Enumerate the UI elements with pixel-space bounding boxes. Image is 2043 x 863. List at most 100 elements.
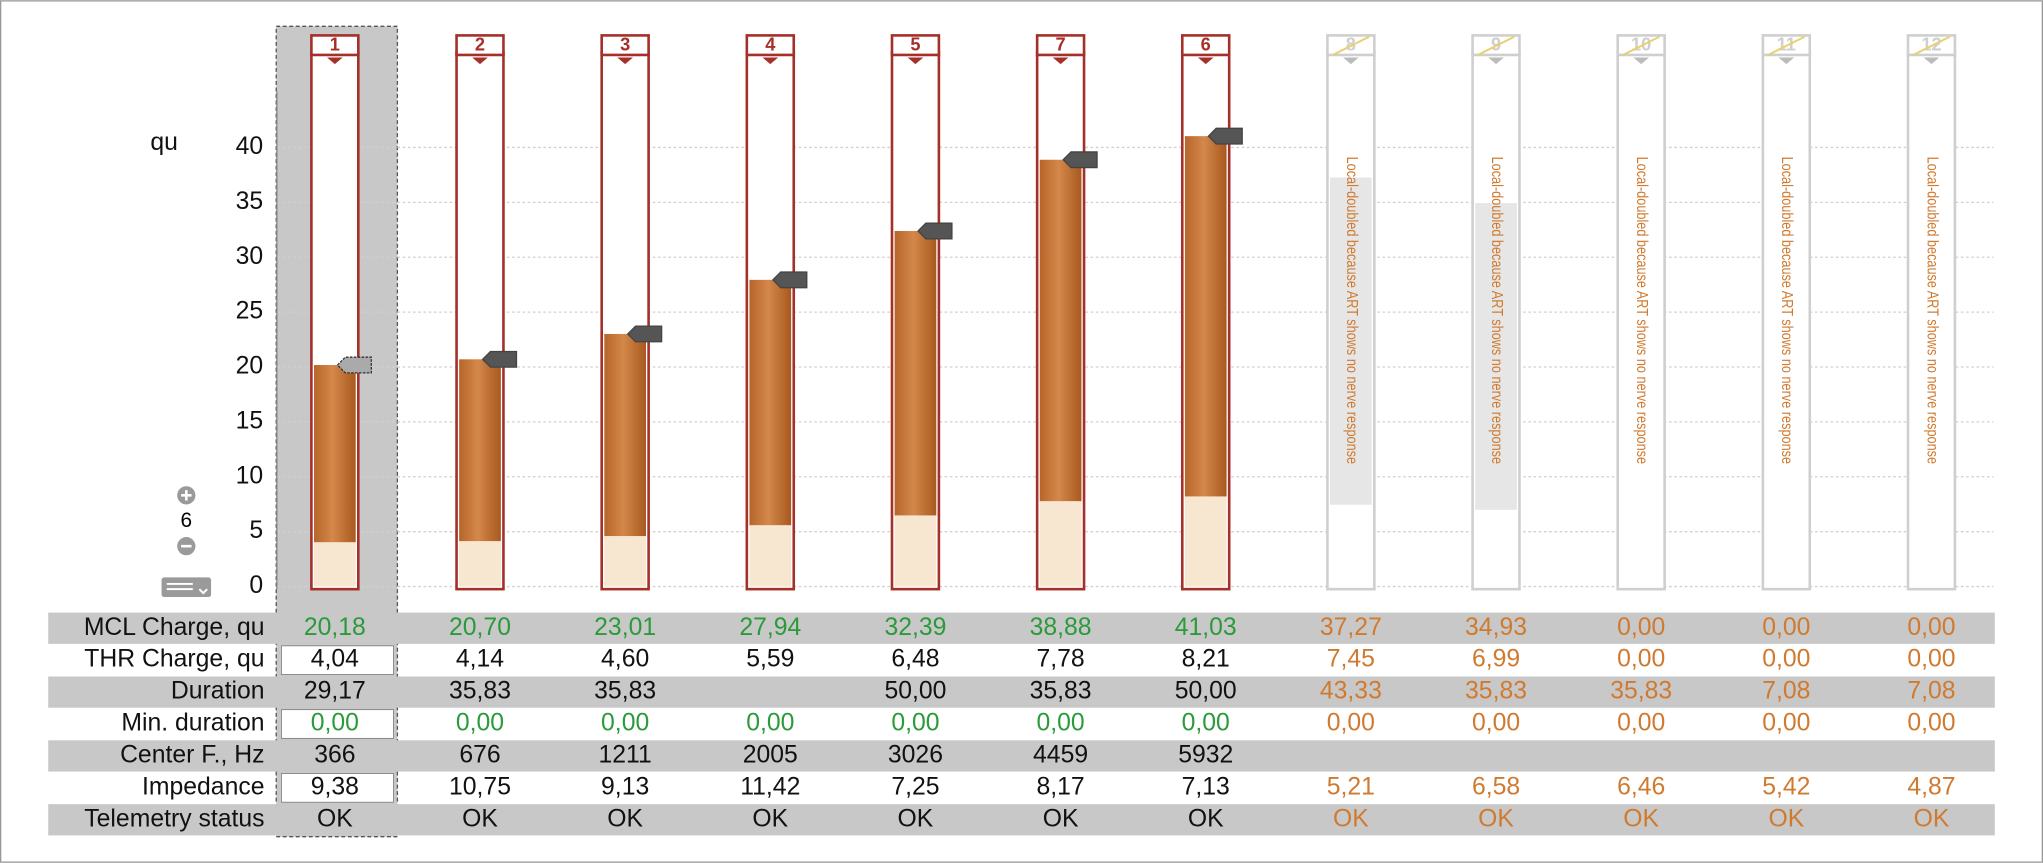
row-band: [48, 740, 1995, 772]
table-cell[interactable]: 4,04: [311, 646, 359, 673]
table-cell[interactable]: 23,01: [594, 614, 656, 641]
table-cell: 35,83: [1030, 678, 1092, 705]
electrode-note: Local-doubled because ART shows no nerve…: [1633, 157, 1650, 464]
electrode-arrow: [472, 57, 488, 65]
row-band: [48, 612, 1995, 644]
table-cell: 366: [314, 741, 355, 768]
mcl-handle[interactable]: [917, 222, 953, 240]
table-cell[interactable]: 4,60: [601, 646, 649, 673]
table-cell[interactable]: 0,00: [1617, 646, 1665, 673]
table-cell[interactable]: 0,00: [1907, 614, 1955, 641]
table-cell: 5,42: [1762, 773, 1810, 800]
table-cell[interactable]: 6,99: [1472, 646, 1520, 673]
table-cell[interactable]: 41,03: [1175, 614, 1237, 641]
disabled-slash: [1912, 35, 1951, 56]
table-cell[interactable]: 4,14: [456, 646, 504, 673]
electrode-arrow: [1923, 57, 1940, 65]
y-tick-label: 10: [236, 462, 264, 489]
electrode-header[interactable]: [1180, 34, 1231, 57]
table-cell[interactable]: 7,45: [1327, 646, 1375, 673]
table-cell: 2005: [743, 741, 798, 768]
table-cell: 35,83: [449, 678, 511, 705]
selected-cell: [281, 709, 394, 739]
electrode-note: Local-doubled because ART shows no nerve…: [1923, 157, 1940, 464]
table-cell[interactable]: 0,00: [1907, 646, 1955, 673]
electrode-header[interactable]: [600, 34, 650, 57]
mcl-handle[interactable]: [1207, 127, 1243, 145]
disabled-slash: [1477, 35, 1515, 56]
table-cell[interactable]: 34,93: [1465, 614, 1527, 641]
mcl-handle[interactable]: [336, 356, 372, 374]
mcl-handle[interactable]: [481, 350, 518, 368]
electrode-header[interactable]: [455, 34, 505, 57]
table-cell[interactable]: 5,59: [746, 646, 794, 673]
electrode-note: Local-doubled because ART shows no nerve…: [1778, 157, 1795, 464]
zoom-out[interactable]: [177, 537, 196, 556]
electrode-number: 12: [1921, 34, 1941, 55]
electrode-note: Local-doubled because ART shows no nerve…: [1343, 157, 1360, 464]
y-tick-label: 20: [236, 353, 264, 380]
table-cell[interactable]: 7,78: [1037, 646, 1085, 673]
table-cell: 6,46: [1617, 773, 1665, 800]
electrode-number: 7: [1056, 34, 1066, 55]
electrode-number: 11: [1777, 34, 1796, 55]
zoom-in[interactable]: [177, 486, 196, 505]
thr-bar: [604, 536, 646, 587]
table-cell: 0,00: [1472, 710, 1520, 737]
electrode-header[interactable]: [745, 34, 796, 57]
table-cell: 676: [459, 741, 500, 768]
table-cell[interactable]: 6,48: [891, 646, 939, 673]
row-label: Min. duration: [121, 710, 264, 737]
table-cell: OK: [1188, 805, 1224, 832]
table-cell: OK: [1914, 805, 1950, 832]
y-tick-label: 25: [236, 298, 264, 325]
thr-bar: [1039, 501, 1082, 587]
table-cell: 0,00: [1327, 710, 1375, 737]
table-cell: 7,08: [1907, 678, 1955, 705]
table-cell: OK: [1043, 805, 1079, 832]
table-cell[interactable]: 0,00: [1762, 614, 1810, 641]
view-menu[interactable]: [161, 577, 212, 597]
electrode-number: 9: [1491, 34, 1501, 55]
table-cell: 50,00: [1175, 678, 1237, 705]
y-tick-label: 30: [236, 243, 264, 270]
table-cell[interactable]: 32,39: [884, 614, 946, 641]
electrode-number: 10: [1631, 34, 1651, 55]
table-cell[interactable]: 20,70: [449, 614, 511, 641]
table-cell[interactable]: 0,00: [1617, 614, 1665, 641]
thr-bar: [459, 541, 501, 587]
electrode-number: 5: [910, 34, 920, 55]
table-cell: 9,13: [601, 773, 649, 800]
mcl-handle[interactable]: [626, 325, 663, 343]
disabled-slash: [1622, 35, 1660, 56]
table-cell: 10,75: [449, 773, 511, 800]
table-cell[interactable]: 20,18: [304, 614, 366, 641]
mcl-bar: [604, 333, 646, 537]
table-cell: 11,42: [740, 773, 800, 800]
table-cell: OK: [1768, 805, 1804, 832]
table-cell[interactable]: 27,94: [739, 614, 801, 641]
table-cell[interactable]: 37,27: [1320, 614, 1382, 641]
mcl-handle[interactable]: [1062, 151, 1098, 169]
table-cell: 29,17: [304, 678, 366, 705]
electrode-header[interactable]: [310, 34, 360, 57]
table-cell: OK: [752, 805, 788, 832]
table-cell[interactable]: 38,88: [1030, 614, 1092, 641]
electrode-header[interactable]: [890, 34, 941, 57]
thr-bar: [1184, 496, 1227, 587]
zoom-level: 6: [181, 509, 193, 532]
mcl-range: [1475, 203, 1517, 510]
table-cell[interactable]: 0,00: [1762, 646, 1810, 673]
row-label: Impedance: [142, 773, 264, 800]
electrode-number: 8: [1346, 34, 1356, 55]
table-cell: 35,83: [1465, 678, 1527, 705]
table-cell: 0,00: [891, 710, 939, 737]
electrode-number: 6: [1201, 34, 1211, 55]
electrode-tube: [1616, 51, 1666, 591]
y-tick-label: 0: [249, 572, 263, 599]
electrode-header[interactable]: [1035, 34, 1086, 57]
mcl-handle[interactable]: [771, 271, 808, 289]
table-cell[interactable]: 8,21: [1182, 646, 1230, 673]
mcl-bar: [894, 230, 937, 516]
